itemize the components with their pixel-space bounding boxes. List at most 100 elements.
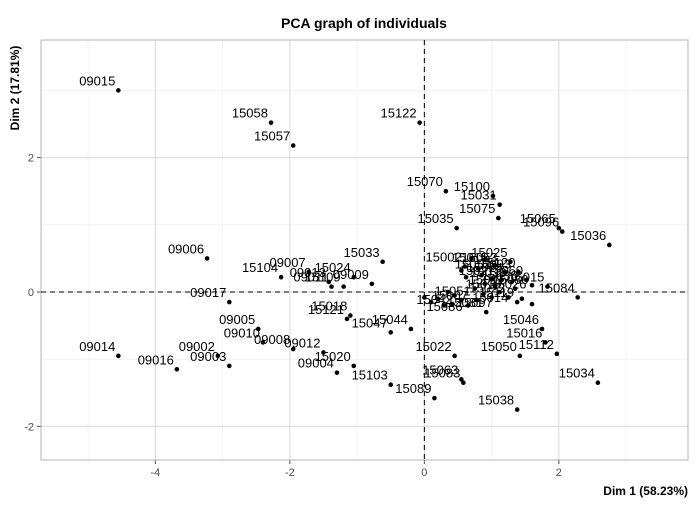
point-label: 09007 [270,255,306,270]
data-point [539,326,545,332]
data-point [442,303,447,308]
point-label: 15027 [459,263,495,278]
data-point [462,264,468,269]
point-label: 09008 [254,332,290,347]
data-point [529,301,535,307]
y-tick-label: -2 [24,421,34,433]
data-point [519,296,525,302]
point-label: 15038 [482,268,518,283]
point-label: 09004 [298,356,334,371]
data-point [380,259,385,265]
point-label: 09012 [284,335,320,350]
data-point [452,293,457,298]
point-label: 09015 [79,73,115,88]
data-point [388,382,394,388]
chart-title: PCA graph of individuals [281,15,447,31]
point-label: 15011 [469,272,504,287]
y-axis-title: Dim 2 (17.81%) [8,46,22,131]
point-label: 15084 [539,280,575,295]
data-point [559,229,565,234]
x-tick-label: -4 [150,467,160,479]
point-label: 09013 [290,265,326,280]
data-point [452,353,457,359]
data-point [482,257,488,263]
point-label: 15093 [475,256,511,271]
data-point [595,380,601,386]
data-point [227,363,232,369]
point-label: 15033 [344,245,380,260]
data-point [334,370,340,375]
data-point [529,282,535,288]
point-label: 15120 [479,255,515,270]
point-label: 15052 [455,256,491,271]
point-label: 09009 [333,267,369,282]
point-label: 15002 [426,249,462,264]
data-point [255,326,261,332]
data-point [459,377,464,382]
data-point [607,242,612,248]
x-axis-title: Dim 1 (58.23%) [603,484,688,498]
data-point [351,363,357,369]
data-point [454,225,459,231]
point-label: 09006 [168,241,204,256]
data-point [516,269,521,275]
point-label: 09010 [224,325,260,340]
point-label: 15030 [470,265,506,280]
data-point [348,313,353,318]
data-point [543,340,548,345]
data-point [465,303,471,308]
point-label: 15051 [435,283,471,298]
data-point [329,284,334,289]
data-point [351,274,357,280]
data-point [417,120,422,125]
y-tick-label: 0 [28,287,34,299]
data-point [204,256,210,261]
x-tick-label: 0 [421,467,427,479]
data-point [116,353,121,359]
data-point [174,366,180,372]
point-label: 15026 [490,277,526,292]
point-label: 15089 [395,381,431,396]
data-point [388,330,394,335]
data-point [517,353,523,359]
point-label: 15063 [422,362,458,377]
data-point [524,277,529,283]
point-label: 15086 [426,299,462,314]
point-label: 15097 [457,295,493,310]
point-label: 09002 [179,339,215,354]
data-point [545,284,550,289]
data-point [482,281,488,287]
plot-panel: -4 -2 0 2 -2 0 2 09015 15058 15057 15122 15070 15100… [24,39,689,479]
data-point [369,281,375,287]
data-point [461,380,466,386]
point-label: 15035 [417,211,453,226]
data-point [422,295,427,300]
point-label: 09016 [138,352,174,367]
point-label: 15075 [459,201,495,216]
point-label: 15119 [479,285,514,300]
data-point [445,289,451,295]
point-label: 15020 [315,349,351,364]
data-point [278,274,284,280]
point-label: 15047 [352,315,388,330]
point-label: 15081 [447,295,483,310]
data-point [290,143,296,148]
data-point [490,193,496,199]
point-label: 15031 [461,188,497,203]
point-label: 09014 [79,339,115,354]
data-point [290,346,296,352]
panel-border [40,39,689,461]
data-point [514,407,520,412]
x-tick-label: -2 [285,467,295,479]
data-point [443,188,449,194]
data-point [499,277,505,283]
point-label: 15083 [424,366,460,381]
data-point [556,225,562,231]
point-label: 09003 [190,349,226,364]
point-label: 15104 [242,260,278,275]
point-label: 15014 [472,290,508,305]
data-point [492,262,498,268]
data-point [428,299,434,305]
data-point [341,284,346,289]
